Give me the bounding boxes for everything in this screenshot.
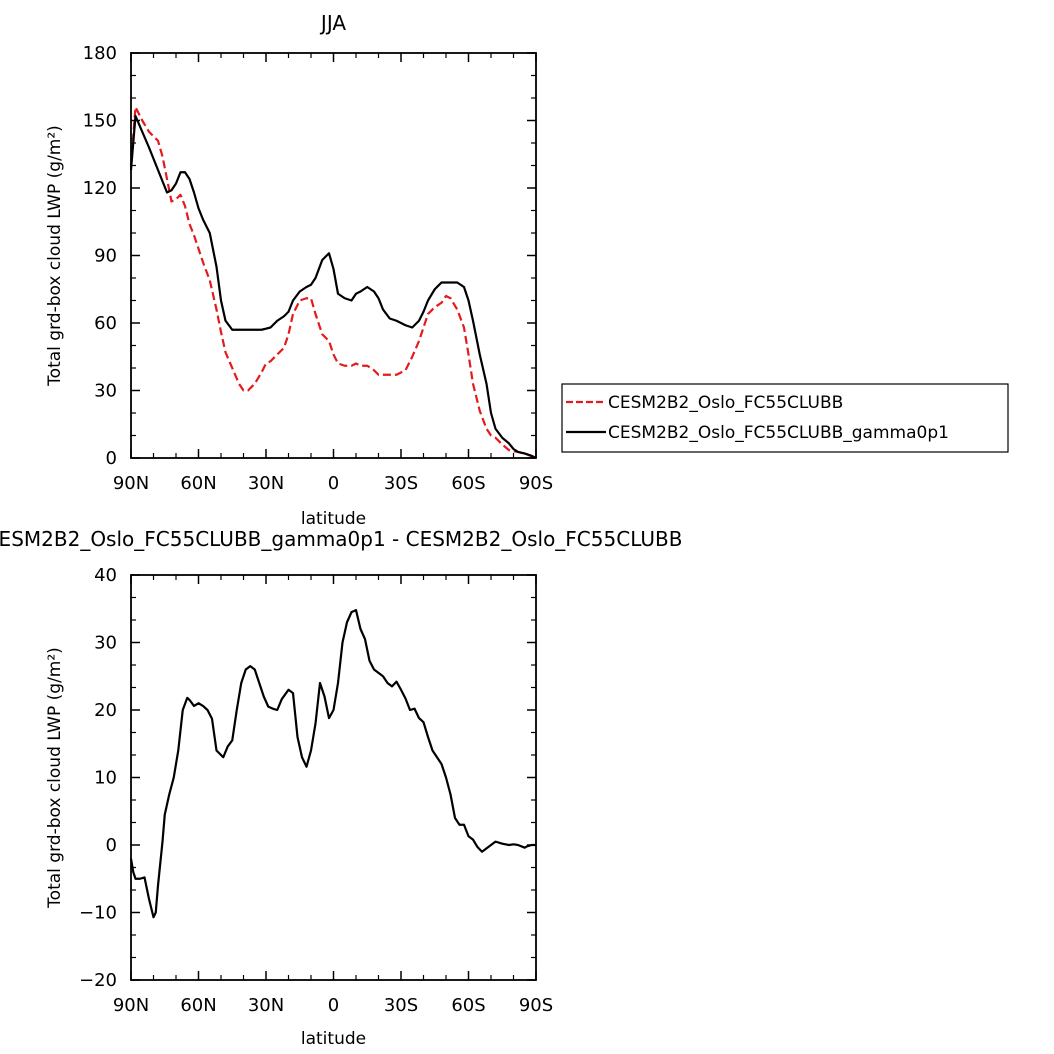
y-tick-label: 20: [94, 700, 117, 721]
legend-label-0: CESM2B2_Oslo_FC55CLUBB: [608, 393, 843, 413]
y-tick-label: −10: [79, 903, 117, 924]
x-tick-label: 90S: [519, 995, 553, 1016]
x-tick-label: 90N: [113, 473, 149, 494]
y-tick-label: 0: [106, 835, 117, 856]
y-tick-label: 30: [94, 381, 117, 402]
series-line-0: [129, 105, 537, 460]
y-tick-label: 120: [83, 178, 117, 199]
y-tick-label: 60: [94, 313, 117, 334]
plot-frame: [130, 574, 537, 981]
chart-title: CESM2B2_Oslo_FC55CLUBB_gamma0p1 - CESM2B…: [0, 527, 682, 551]
x-tick-label: 90N: [113, 995, 149, 1016]
series-line-1: [129, 114, 537, 459]
y-tick-label: 40: [94, 565, 117, 586]
legend-label-1: CESM2B2_Oslo_FC55CLUBB_gamma0p1: [608, 423, 949, 443]
x-tick-label: 60S: [451, 473, 485, 494]
y-tick-label: 180: [83, 43, 117, 64]
chart-title: JJA: [319, 11, 346, 35]
y-axis-label: Total grd-box cloud LWP (g/m²): [45, 647, 65, 909]
x-tick-label: 30S: [384, 473, 418, 494]
x-tick-label: 60S: [451, 995, 485, 1016]
x-tick-label: 30N: [248, 995, 284, 1016]
y-tick-label: −20: [79, 970, 117, 991]
y-tick-label: 10: [94, 768, 117, 789]
y-axis-label: Total grd-box cloud LWP (g/m²): [45, 125, 65, 387]
y-tick-label: 150: [83, 111, 117, 132]
x-tick-label: 0: [328, 995, 339, 1016]
y-tick-label: 0: [106, 448, 117, 469]
x-axis-label: latitude: [301, 1029, 366, 1049]
x-tick-label: 60N: [180, 473, 216, 494]
x-tick-label: 0: [328, 473, 339, 494]
x-tick-label: 30N: [248, 473, 284, 494]
x-tick-label: 30S: [384, 995, 418, 1016]
y-tick-label: 30: [94, 633, 117, 654]
x-tick-label: 60N: [180, 995, 216, 1016]
series-line-0: [129, 608, 536, 919]
y-tick-label: 90: [94, 246, 117, 267]
legend-box: [561, 383, 1009, 453]
x-tick-label: 90S: [519, 473, 553, 494]
x-axis-label: latitude: [301, 509, 366, 529]
